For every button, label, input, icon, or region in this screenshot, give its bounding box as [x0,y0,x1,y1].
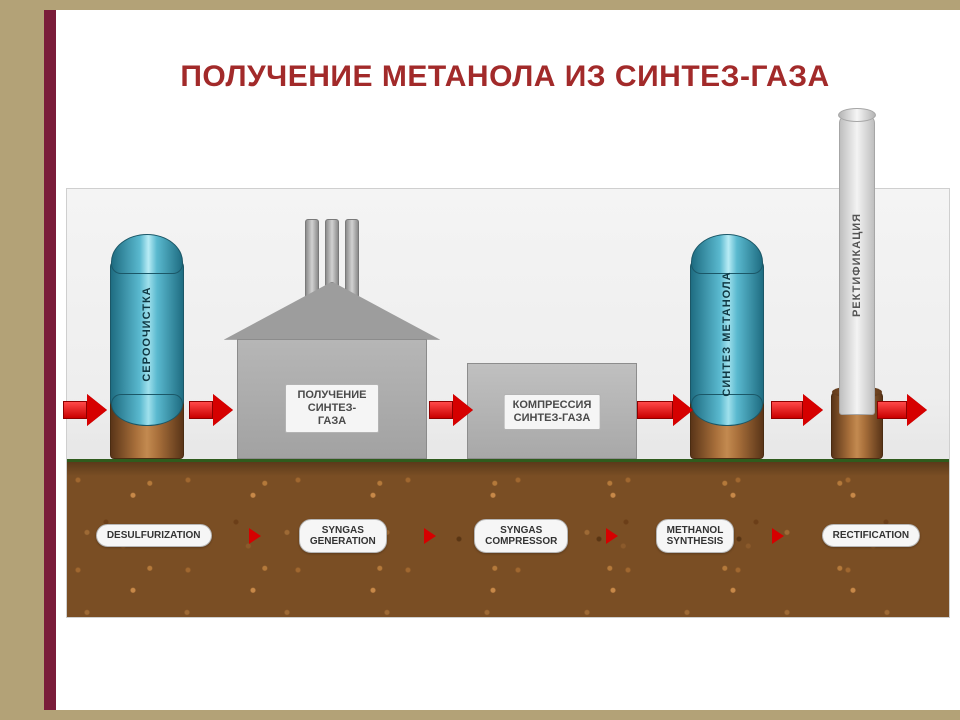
page-title: ПОЛУЧЕНИЕ МЕТАНОЛА ИЗ СИНТЕЗ-ГАЗА [70,60,940,94]
compressor-syngas: КОМПРЕССИЯ СИНТЕЗ-ГАЗА [467,363,637,459]
flow-arrow [429,399,473,421]
vessel-desulfurization: СЕРООЧИСТКА [110,259,184,409]
arrow-head-icon [907,394,927,426]
frame-top [44,0,960,10]
pill-syngas-generation: SYNGAS GENERATION [299,519,387,553]
building-roof [224,282,440,340]
frame-left-accent [44,0,56,720]
soil-shadow [67,462,949,476]
arrow-shaft [877,401,907,419]
frame-bottom [44,710,960,720]
arrow-head-icon [87,394,107,426]
pill-syngas-compressor: SYNGAS COMPRESSOR [474,519,568,553]
pill-row: DESULFURIZATION SYNGAS GENERATION SYNGAS… [67,519,949,553]
vessel-dome [111,234,183,274]
pill-desulfurization: DESULFURIZATION [96,524,212,547]
arrow-shaft [637,401,673,419]
flow-arrow [63,399,107,421]
label-compressor-ru: КОМПРЕССИЯ СИНТЕЗ-ГАЗА [504,394,601,430]
vessel-methanol: СИНТЕЗ МЕТАНОЛА [690,259,764,409]
column-cap [838,108,876,122]
arrow-shaft [63,401,87,419]
pill-arrow-icon [606,528,618,544]
vessel-dome [691,234,763,274]
flow-arrow [771,399,823,421]
flow-arrow [877,399,927,421]
arrow-head-icon [213,394,233,426]
arrow-shaft [771,401,803,419]
label-rectification-ru: РЕКТИФИКАЦИЯ [851,213,863,317]
building-syngas: ПОЛУЧЕНИЕ СИНТЕЗ-ГАЗА [237,339,427,459]
pill-rectification: RECTIFICATION [822,524,920,547]
label-desulfurization-ru: СЕРООЧИСТКА [141,286,153,381]
arrow-head-icon [803,394,823,426]
frame-left [0,0,44,720]
label-methanol-ru: СИНТЕЗ МЕТАНОЛА [721,271,733,396]
arrow-head-icon [453,394,473,426]
pill-arrow-icon [249,528,261,544]
arrow-shaft [189,401,213,419]
arrow-head-icon [673,394,693,426]
column-rectification: РЕКТИФИКАЦИЯ [839,115,875,415]
label-syngas-ru: ПОЛУЧЕНИЕ СИНТЕЗ-ГАЗА [285,384,379,434]
pill-arrow-icon [424,528,436,544]
flow-arrow [637,399,693,421]
pill-methanol-synthesis: METHANOL SYNTHESIS [656,519,735,553]
process-diagram: СЕРООЧИСТКА ПОЛУЧЕНИЕ СИНТЕЗ-ГАЗА КОМПРЕ… [66,188,950,618]
flow-arrow [189,399,233,421]
pill-arrow-icon [772,528,784,544]
arrow-shaft [429,401,453,419]
